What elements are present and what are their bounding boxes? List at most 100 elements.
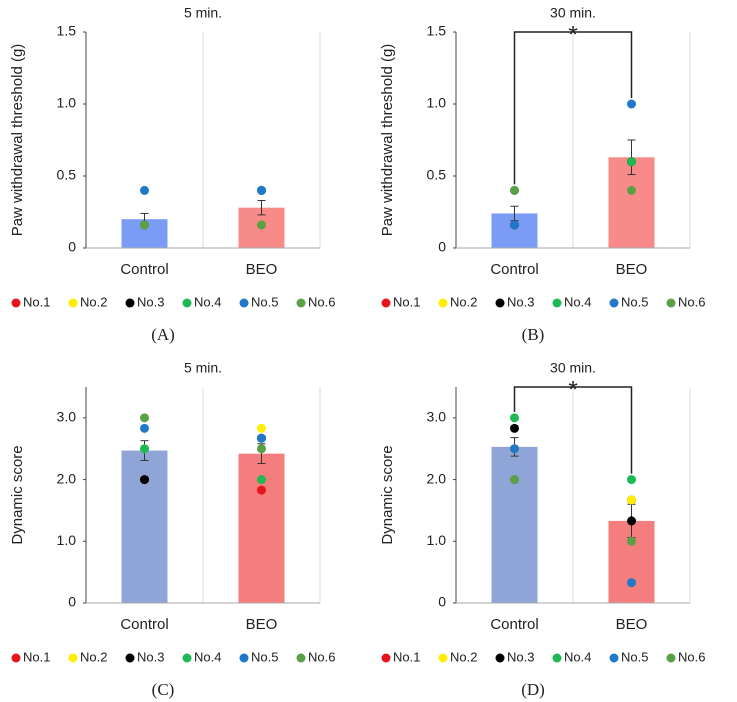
legend-label: No.4: [194, 294, 221, 309]
panel-label: (D): [521, 680, 545, 699]
legend-swatch: [609, 298, 619, 308]
legend-swatch: [609, 653, 619, 663]
legend-label: No.1: [393, 649, 420, 664]
y-tick-label: 2.0: [427, 470, 447, 486]
legend-swatch: [666, 653, 676, 663]
legend-swatch: [495, 298, 505, 308]
bar: [491, 446, 538, 603]
legend-swatch: [666, 298, 676, 308]
significance-label: *: [568, 21, 577, 48]
y-tick-label: 0: [438, 239, 446, 255]
data-point: [627, 99, 636, 109]
legend-swatch: [296, 298, 306, 308]
data-point: [140, 423, 149, 433]
legend-label: No.3: [137, 294, 164, 309]
y-tick-label: 3.0: [57, 409, 77, 425]
data-point: [627, 495, 636, 505]
legend-swatch: [182, 653, 192, 663]
legend-label: No.2: [450, 294, 477, 309]
x-tick-label: BEO: [616, 616, 648, 633]
y-tick-label: 1.0: [427, 532, 447, 548]
chart-title: 5 min.: [184, 5, 222, 21]
data-point: [510, 475, 519, 485]
legend-swatch: [239, 653, 249, 663]
legend-swatch: [495, 653, 505, 663]
chart-title: 5 min.: [184, 360, 222, 376]
data-point: [627, 157, 636, 167]
y-axis-label: Dynamic score: [379, 445, 396, 544]
x-tick-label: Control: [490, 261, 538, 278]
data-point: [627, 185, 636, 195]
panel-label: (A): [151, 325, 175, 344]
legend-swatch: [68, 653, 78, 663]
data-point: [140, 413, 149, 423]
data-point: [257, 185, 266, 195]
data-point: [627, 475, 636, 485]
data-point: [510, 185, 519, 195]
legend-label: No.2: [450, 649, 477, 664]
legend-swatch: [11, 298, 21, 308]
legend-label: No.4: [564, 294, 591, 309]
data-point: [257, 485, 266, 495]
panel-label: (B): [522, 325, 545, 344]
x-tick-label: Control: [120, 616, 168, 633]
legend-swatch: [381, 653, 391, 663]
y-axis-label: Dynamic score: [9, 445, 26, 544]
x-tick-label: BEO: [246, 616, 278, 633]
legend-label: No.6: [678, 294, 705, 309]
data-point: [627, 516, 636, 526]
legend-swatch: [552, 298, 562, 308]
y-axis-label: Paw withdrawal threshold (g): [9, 44, 26, 237]
legend-label: No.3: [507, 294, 534, 309]
chart-title: 30 min.: [550, 5, 596, 21]
data-point: [627, 578, 636, 588]
legend-label: No.1: [23, 649, 50, 664]
legend-swatch: [296, 653, 306, 663]
legend-swatch: [438, 298, 448, 308]
data-point: [257, 444, 266, 454]
data-point: [257, 475, 266, 485]
y-tick-label: 0.5: [57, 167, 77, 183]
panel-label: (C): [152, 680, 175, 699]
data-point: [510, 413, 519, 423]
legend-label: No.6: [308, 649, 335, 664]
y-tick-label: 0: [68, 239, 76, 255]
y-tick-label: 3.0: [427, 409, 447, 425]
bar: [121, 450, 168, 603]
x-tick-label: Control: [120, 261, 168, 278]
legend-label: No.4: [194, 649, 221, 664]
data-point: [140, 444, 149, 454]
data-point: [140, 475, 149, 485]
legend-label: No.5: [621, 649, 648, 664]
legend-swatch: [125, 653, 135, 663]
y-tick-label: 2.0: [57, 470, 77, 486]
y-tick-label: 1.5: [57, 23, 77, 39]
data-point: [510, 444, 519, 454]
legend-label: No.5: [621, 294, 648, 309]
data-point: [510, 423, 519, 433]
x-tick-label: BEO: [246, 261, 278, 278]
legend-swatch: [182, 298, 192, 308]
y-tick-label: 1.0: [57, 532, 77, 548]
legend-label: No.2: [80, 294, 107, 309]
y-tick-label: 1.5: [427, 23, 447, 39]
data-point: [510, 220, 519, 230]
significance-label: *: [568, 376, 577, 403]
data-point: [257, 423, 266, 433]
x-tick-label: BEO: [616, 261, 648, 278]
legend-label: No.1: [393, 294, 420, 309]
legend-label: No.5: [251, 649, 278, 664]
legend-label: No.1: [23, 294, 50, 309]
y-tick-label: 1.0: [57, 95, 77, 111]
legend-label: No.5: [251, 294, 278, 309]
legend-swatch: [381, 298, 391, 308]
data-point: [257, 433, 266, 443]
y-tick-label: 1.0: [427, 95, 447, 111]
legend-label: No.2: [80, 649, 107, 664]
data-point: [627, 536, 636, 546]
data-point: [257, 220, 266, 230]
x-tick-label: Control: [490, 616, 538, 633]
legend-label: No.6: [308, 294, 335, 309]
legend-label: No.4: [564, 649, 591, 664]
